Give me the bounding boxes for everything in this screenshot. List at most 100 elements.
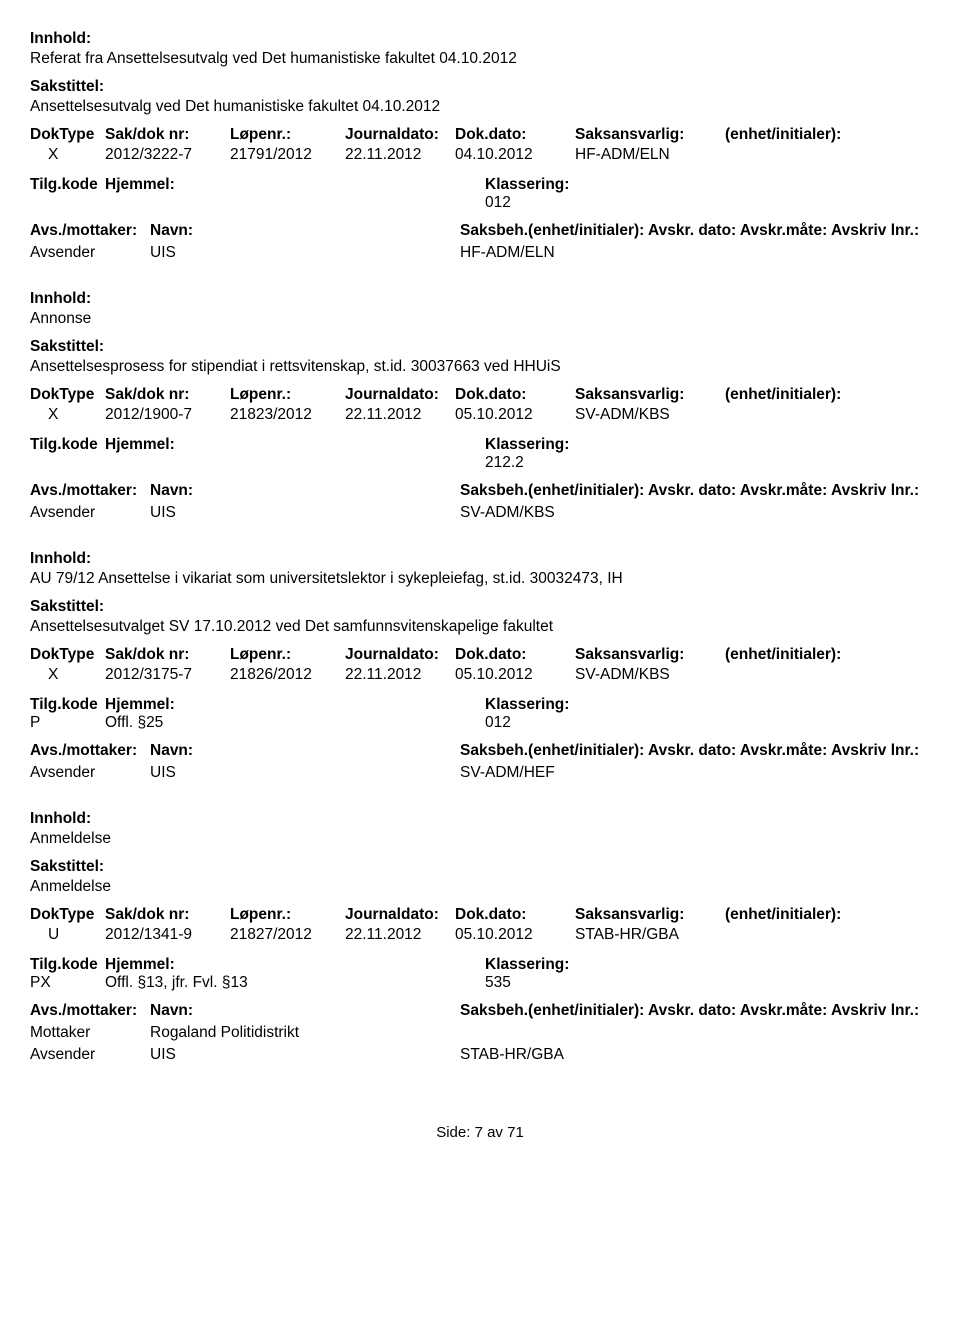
val-lopenr: 21791/2012 bbox=[230, 146, 345, 164]
val-lopenr: 21826/2012 bbox=[230, 666, 345, 684]
innhold-label: Innhold: bbox=[30, 30, 930, 48]
col-sakdok: Sak/dok nr: bbox=[105, 906, 230, 924]
klassering-label: Klassering: bbox=[485, 436, 569, 454]
col-saksansvarlig: Saksansvarlig: bbox=[575, 126, 725, 144]
party-saksbeh: STAB-HR/GBA bbox=[460, 1046, 564, 1064]
tilg-hjemmel-values: POffl. §25012 bbox=[30, 714, 930, 732]
journal-record: Innhold:AnmeldelseSakstittel:AnmeldelseD… bbox=[30, 810, 930, 1064]
col-sakdok: Sak/dok nr: bbox=[105, 646, 230, 664]
val-enhet bbox=[725, 926, 885, 944]
tilg-hjemmel-row: Tilg.kodeHjemmel:Klassering: bbox=[30, 956, 930, 974]
party-row: AvsenderUISSTAB-HR/GBA bbox=[30, 1046, 930, 1064]
col-journaldato: Journaldato: bbox=[345, 646, 455, 664]
innhold-text: Annonse bbox=[30, 310, 930, 328]
journal-record: Innhold: Referat fra Ansettelsesutvalg ve… bbox=[30, 30, 930, 262]
val-sakdok: 2012/3175-7 bbox=[105, 666, 230, 684]
hjemmel-label: Hjemmel: bbox=[105, 176, 485, 194]
avs-mottaker-header: Avs./mottaker:Navn:Saksbeh.(enhet/initia… bbox=[30, 482, 930, 500]
val-enhet bbox=[725, 146, 885, 164]
tilgkode-label: Tilg.kode bbox=[30, 956, 105, 974]
col-dokdato: Dok.dato: bbox=[455, 126, 575, 144]
tilg-hjemmel-row: Tilg.kodeHjemmel:Klassering: bbox=[30, 696, 930, 714]
sakstittel-label: Sakstittel: bbox=[30, 598, 930, 616]
sakstittel-text: Anmeldelse bbox=[30, 878, 930, 896]
navn-label: Navn: bbox=[150, 1002, 460, 1020]
hjemmel-value: Offl. §25 bbox=[105, 714, 485, 732]
val-saksansvarlig: HF-ADM/ELN bbox=[575, 146, 725, 164]
col-journaldato: Journaldato: bbox=[345, 386, 455, 404]
navn-label: Navn: bbox=[150, 222, 460, 240]
val-dokdato: 04.10.2012 bbox=[455, 146, 575, 164]
val-sakdok: 2012/3222-7 bbox=[105, 146, 230, 164]
col-sakdok: Sak/dok nr: bbox=[105, 126, 230, 144]
val-sakdok: 2012/1341-9 bbox=[105, 926, 230, 944]
saksbeh-header: Saksbeh.(enhet/initialer): Avskr. dato: … bbox=[460, 742, 919, 760]
party-row: AvsenderUISHF-ADM/ELN bbox=[30, 244, 930, 262]
avsmottaker-label: Avs./mottaker: bbox=[30, 1002, 150, 1020]
val-doktype: X bbox=[30, 406, 105, 424]
col-journaldato: Journaldato: bbox=[345, 906, 455, 924]
avs-mottaker-header: Avs./mottaker:Navn:Saksbeh.(enhet/initia… bbox=[30, 1002, 930, 1020]
val-journaldato: 22.11.2012 bbox=[345, 666, 455, 684]
hjemmel-label: Hjemmel: bbox=[105, 956, 485, 974]
col-dokdato: Dok.dato: bbox=[455, 646, 575, 664]
val-enhet bbox=[725, 406, 885, 424]
val-enhet bbox=[725, 666, 885, 684]
val-sakdok: 2012/1900-7 bbox=[105, 406, 230, 424]
data-row: X2012/3222-721791/201222.11.201204.10.20… bbox=[30, 146, 930, 164]
col-enhet: (enhet/initialer): bbox=[725, 906, 885, 924]
party-saksbeh: HF-ADM/ELN bbox=[460, 244, 555, 262]
tilgkode-value: PX bbox=[30, 974, 105, 992]
val-lopenr: 21823/2012 bbox=[230, 406, 345, 424]
col-dokdato: Dok.dato: bbox=[455, 906, 575, 924]
column-headers: DokTypeSak/dok nr:Løpenr.:Journaldato:Do… bbox=[30, 386, 930, 404]
avsmottaker-label: Avs./mottaker: bbox=[30, 222, 150, 240]
col-saksansvarlig: Saksansvarlig: bbox=[575, 906, 725, 924]
col-enhet: (enhet/initialer): bbox=[725, 126, 885, 144]
page-footer: Side: 7 av 71 bbox=[30, 1124, 930, 1141]
party-name: UIS bbox=[150, 504, 460, 522]
innhold-text: Referat fra Ansettelsesutvalg ved Det hu… bbox=[30, 50, 930, 68]
navn-label: Navn: bbox=[150, 742, 460, 760]
column-headers: DokTypeSak/dok nr:Løpenr.:Journaldato:Do… bbox=[30, 906, 930, 924]
val-saksansvarlig: SV-ADM/KBS bbox=[575, 406, 725, 424]
party-role: Avsender bbox=[30, 764, 150, 782]
tilg-hjemmel-values: 012 bbox=[30, 194, 930, 212]
klassering-value: 012 bbox=[485, 714, 511, 732]
party-saksbeh: SV-ADM/HEF bbox=[460, 764, 555, 782]
saksbeh-header: Saksbeh.(enhet/initialer): Avskr. dato: … bbox=[460, 222, 919, 240]
val-saksansvarlig: SV-ADM/KBS bbox=[575, 666, 725, 684]
col-sakdok: Sak/dok nr: bbox=[105, 386, 230, 404]
innhold-label: Innhold: bbox=[30, 290, 930, 308]
klassering-value: 535 bbox=[485, 974, 511, 992]
party-role: Mottaker bbox=[30, 1024, 150, 1042]
journal-record: Innhold:AU 79/12 Ansettelse i vikariat s… bbox=[30, 550, 930, 782]
col-enhet: (enhet/initialer): bbox=[725, 646, 885, 664]
party-name: UIS bbox=[150, 764, 460, 782]
party-name: Rogaland Politidistrikt bbox=[150, 1024, 460, 1042]
col-doktype: DokType bbox=[30, 906, 105, 924]
sakstittel-text: Ansettelsesprosess for stipendiat i rett… bbox=[30, 358, 930, 376]
val-journaldato: 22.11.2012 bbox=[345, 926, 455, 944]
innhold-label: Innhold: bbox=[30, 550, 930, 568]
val-lopenr: 21827/2012 bbox=[230, 926, 345, 944]
navn-label: Navn: bbox=[150, 482, 460, 500]
tilgkode-value: P bbox=[30, 714, 105, 732]
tilg-hjemmel-values: PXOffl. §13, jfr. Fvl. §13535 bbox=[30, 974, 930, 992]
val-doktype: X bbox=[30, 146, 105, 164]
col-doktype: DokType bbox=[30, 126, 105, 144]
data-row: X2012/1900-721823/201222.11.201205.10.20… bbox=[30, 406, 930, 424]
innhold-label: Innhold: bbox=[30, 810, 930, 828]
col-doktype: DokType bbox=[30, 386, 105, 404]
val-dokdato: 05.10.2012 bbox=[455, 926, 575, 944]
val-doktype: X bbox=[30, 666, 105, 684]
hjemmel-value bbox=[105, 454, 485, 472]
hjemmel-label: Hjemmel: bbox=[105, 436, 485, 454]
party-row: AvsenderUISSV-ADM/KBS bbox=[30, 504, 930, 522]
party-name: UIS bbox=[150, 1046, 460, 1064]
klassering-value: 212.2 bbox=[485, 454, 524, 472]
klassering-label: Klassering: bbox=[485, 956, 569, 974]
hjemmel-value bbox=[105, 194, 485, 212]
hjemmel-label: Hjemmel: bbox=[105, 696, 485, 714]
col-saksansvarlig: Saksansvarlig: bbox=[575, 386, 725, 404]
